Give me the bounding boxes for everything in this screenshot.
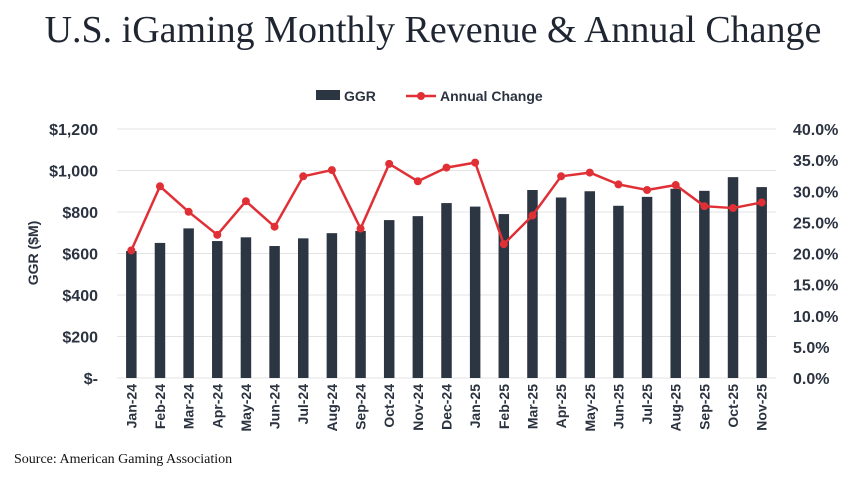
y-left-tick-label: $1,000 — [49, 164, 98, 181]
x-tick-label: Aug-25 — [668, 384, 684, 432]
bar-ggr — [183, 228, 194, 378]
y-right-tick-label: 25.0% — [793, 215, 838, 232]
legend-label-annual-change: Annual Change — [440, 88, 543, 104]
x-tick-label: Jun-25 — [610, 384, 626, 429]
x-tick-label: Jan-24 — [123, 384, 139, 429]
point-annual-change — [442, 163, 451, 172]
bar-ggr — [355, 230, 366, 378]
point-annual-change — [700, 202, 709, 211]
y-right-tick-label: 15.0% — [793, 278, 838, 295]
y-left-tick-label: $200 — [62, 330, 98, 347]
x-tick-label: Jul-24 — [295, 384, 311, 425]
point-annual-change — [213, 230, 222, 239]
x-tick-label: Jun-24 — [267, 384, 283, 429]
point-annual-change — [241, 197, 250, 206]
x-tick-label: Apr-25 — [553, 384, 569, 429]
bar-ggr — [469, 206, 481, 378]
point-annual-change — [671, 181, 680, 190]
x-tick-label: Feb-25 — [496, 384, 512, 429]
y-right-tick-label: 35.0% — [793, 153, 838, 170]
point-annual-change — [184, 207, 193, 216]
y-left-tick-label: $800 — [62, 205, 98, 222]
bar-ggr — [699, 190, 710, 378]
y-left-tick-label: $- — [84, 371, 98, 388]
point-annual-change — [499, 240, 508, 249]
point-annual-change — [471, 158, 480, 167]
bar-ggr — [154, 242, 166, 378]
y-right-tick-label: 0.0% — [793, 371, 829, 388]
y-left-tick-label: $400 — [62, 288, 98, 305]
bar-ggr — [613, 205, 624, 378]
x-tick-label: May-25 — [582, 384, 598, 432]
bar-ggr — [383, 220, 395, 378]
bar-ggr — [269, 246, 280, 378]
x-tick-label: Dec-24 — [439, 384, 455, 430]
x-tick-label: Jul-25 — [639, 384, 655, 425]
point-annual-change — [327, 166, 336, 175]
source-note: Source: American Gaming Association — [14, 452, 233, 467]
point-annual-change — [299, 172, 308, 181]
bar-ggr — [727, 177, 739, 378]
point-annual-change — [270, 222, 279, 231]
x-tick-label: Oct-24 — [381, 384, 397, 428]
chart-title: U.S. iGaming Monthly Revenue & Annual Ch… — [44, 9, 822, 51]
point-annual-change — [413, 177, 422, 186]
bar-ggr — [670, 188, 681, 378]
x-tick-label: Mar-24 — [181, 384, 197, 429]
point-annual-change — [614, 180, 623, 189]
point-annual-change — [155, 182, 164, 191]
bar-ggr — [412, 216, 424, 378]
bar-ggr — [756, 187, 767, 378]
y-right-tick-label: 40.0% — [793, 122, 838, 139]
x-tick-label: Feb-24 — [152, 384, 168, 429]
point-annual-change — [643, 186, 652, 195]
x-tick-label: Nov-24 — [410, 384, 426, 431]
bar-ggr — [212, 241, 223, 378]
x-tick-label: May-24 — [238, 384, 254, 432]
bar-ggr — [584, 191, 596, 378]
point-annual-change — [585, 168, 594, 177]
y-right-tick-label: 10.0% — [793, 309, 838, 326]
bar-ggr — [240, 237, 252, 378]
x-tick-label: Sep-24 — [353, 384, 369, 430]
y-right-tick-label: 20.0% — [793, 247, 838, 264]
x-tick-label: Nov-25 — [754, 384, 770, 431]
legend-swatch-ggr — [316, 90, 340, 100]
y-left-tick-label: $1,200 — [49, 122, 98, 139]
x-tick-label: Sep-25 — [696, 384, 712, 430]
point-annual-change — [557, 172, 566, 181]
point-annual-change — [127, 246, 136, 255]
legend-label-ggr: GGR — [344, 88, 376, 104]
point-annual-change — [385, 159, 394, 168]
bar-ggr — [641, 196, 653, 378]
y-right-tick-label: 5.0% — [793, 340, 829, 357]
bar-ggr — [527, 190, 538, 378]
x-tick-label: Jan-25 — [467, 384, 483, 429]
y-right-tick-label: 30.0% — [793, 184, 838, 201]
point-annual-change — [528, 211, 537, 220]
bar-ggr — [498, 214, 510, 378]
y-left-tick-label: $600 — [62, 247, 98, 264]
x-tick-label: Oct-25 — [725, 384, 741, 428]
bar-ggr — [297, 238, 309, 378]
legend-marker-annual-change — [417, 92, 425, 100]
x-tick-label: Apr-24 — [209, 384, 225, 429]
bar-ggr — [555, 197, 567, 378]
point-annual-change — [729, 204, 738, 213]
point-annual-change — [757, 198, 766, 207]
y-axis-label: GGR ($M) — [25, 221, 41, 286]
bar-ggr — [326, 233, 338, 378]
bar-ggr — [126, 251, 137, 378]
x-tick-label: Mar-25 — [524, 384, 540, 429]
bar-ggr — [441, 203, 452, 378]
x-tick-label: Aug-24 — [324, 384, 340, 432]
point-annual-change — [356, 224, 365, 233]
